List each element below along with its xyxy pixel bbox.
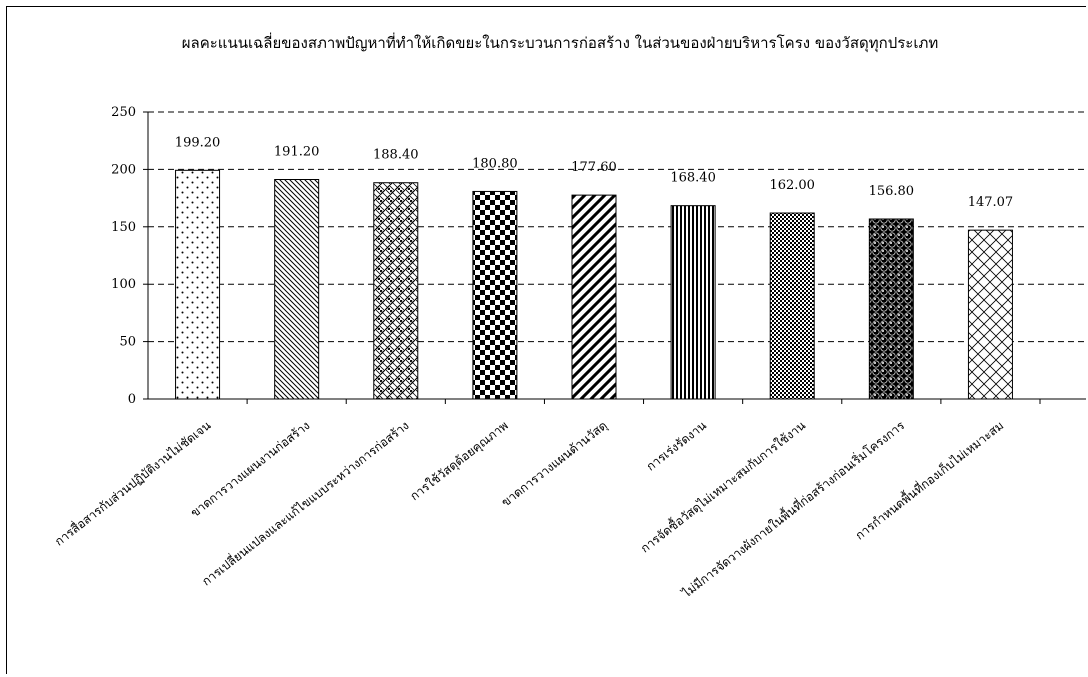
y-tick-labels: 0 50 100 150 200 250 xyxy=(111,105,136,407)
y-tick-label: 150 xyxy=(111,220,136,235)
value-label: 156.80 xyxy=(869,184,915,199)
y-tick-label: 0 xyxy=(128,392,136,407)
category-label: การจัดซื้อวัสดุไม่เหมาะสมกับการใช้งาน xyxy=(637,417,809,557)
category-label: ขาดการวางแผนด้านวัสดุ xyxy=(499,418,611,510)
category-label: การเปลี่ยนแปลงและแก้ไขแบบระหว่างการก่อสร… xyxy=(198,417,412,589)
y-tick-label: 200 xyxy=(111,162,136,177)
y-tick-label: 100 xyxy=(111,277,136,292)
value-label: 162.00 xyxy=(769,178,815,193)
value-label: 191.20 xyxy=(274,145,320,160)
bar xyxy=(274,179,320,400)
chart-frame xyxy=(6,6,1086,674)
category-label: การสื่อสารกับส่วนปฏิบัติงานไม่ชัดเจน xyxy=(51,417,214,549)
bar xyxy=(868,218,914,400)
value-label: 180.80 xyxy=(472,156,518,171)
category-label: ไม่มีการจัดวางผังกายในพื้นที่ก่อสร้างก่อ… xyxy=(678,416,908,601)
bar xyxy=(769,212,815,400)
value-label: 147.07 xyxy=(968,195,1014,210)
value-label: 168.40 xyxy=(670,171,716,186)
gridlines xyxy=(148,111,1086,343)
bar xyxy=(571,194,617,400)
bar xyxy=(472,190,518,400)
category-label: การเร่งรัดงาน xyxy=(644,418,709,473)
y-tick-label: 250 xyxy=(111,105,136,120)
bar xyxy=(373,182,419,400)
value-label: 177.60 xyxy=(571,160,617,175)
category-labels: การสื่อสารกับส่วนปฏิบัติงานไม่ชัดเจน ขาดก… xyxy=(51,416,1006,601)
category-label: การกำหนดพื้นที่กองเก็บไม่เหมาะสม xyxy=(851,417,1006,543)
bar xyxy=(670,205,716,400)
bar xyxy=(175,169,221,400)
bar xyxy=(967,229,1013,400)
value-labels: 199.20 191.20 188.40 180.80 177.60 168.40 162.… xyxy=(175,135,1013,210)
chart-title: ผลคะแนนเฉลี่ยของสภาพปัญหาที่ทำให้เกิดขยะ… xyxy=(182,32,939,53)
value-label: 188.40 xyxy=(373,148,419,163)
y-tick-label: 50 xyxy=(119,335,136,350)
value-label: 199.20 xyxy=(175,135,221,150)
bars xyxy=(175,169,1013,400)
category-label: การใช้วัสดุด้อยคุณภาพ xyxy=(408,418,512,504)
